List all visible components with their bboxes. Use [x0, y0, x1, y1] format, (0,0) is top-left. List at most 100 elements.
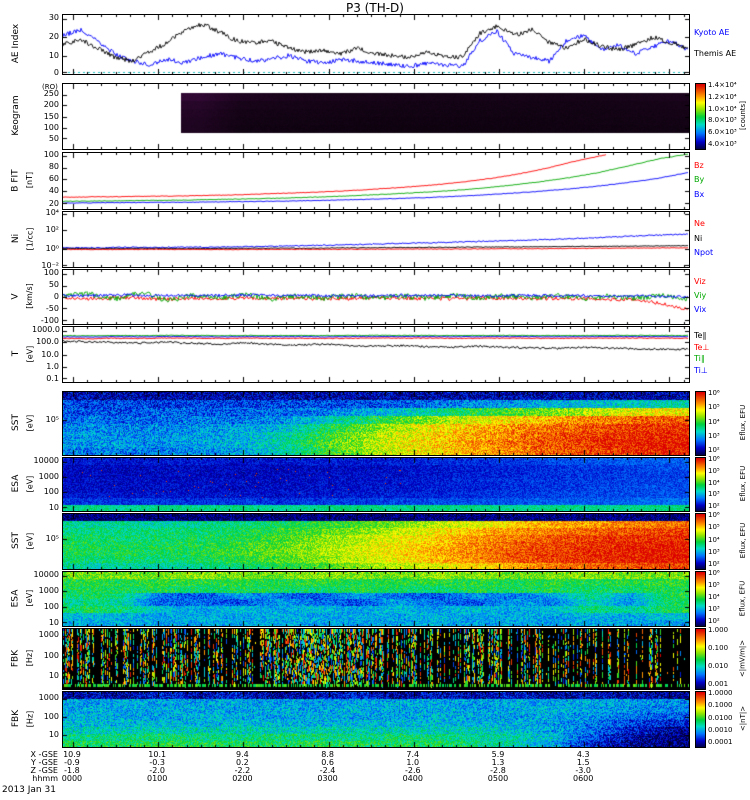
xaxis-tick-5: 0500: [487, 774, 509, 783]
colorbar-keogram: [695, 83, 706, 150]
cblabel-sst-elec-3: 10³: [708, 547, 720, 556]
cblabel-esa-ion-4: 10²: [708, 502, 720, 510]
ytick-bfit-1: 80: [48, 162, 59, 172]
ytick-t-0: 1000.0: [32, 324, 60, 334]
cblabel-sst-ion-4: 10²: [708, 446, 720, 454]
panel-ae-canvas: [63, 15, 689, 74]
legend-ae-0: Kyoto AE: [694, 28, 730, 38]
ytick-esa-ion-0: 10000: [33, 456, 59, 466]
panel-fbk-scm-canvas: [63, 692, 689, 747]
ytick-n-0: 10⁴: [45, 208, 59, 218]
xaxis-row-2-value-1: -2.0: [149, 766, 165, 775]
panel-keogram-canvas: [63, 84, 689, 149]
ytick-sst-elec-0: 10⁵: [45, 533, 59, 543]
ytick-bfit-3: 40: [48, 186, 59, 196]
panel-n: [62, 211, 690, 268]
panel-bfit: [62, 152, 690, 210]
cblabel-sst-ion-0: 10⁶: [708, 389, 720, 397]
legend-t-0: Te∥: [694, 331, 707, 341]
colorbar-esa-elec: [695, 571, 706, 627]
panel-bfit-canvas: [63, 153, 689, 209]
colorbar-fbk-eff: [695, 628, 706, 690]
panel-esa-ion: [62, 457, 690, 512]
ytick-ae-3: 0: [53, 67, 59, 77]
xaxis-row-1-value-0: -0.9: [64, 758, 80, 767]
cbtitle-esa-ion: Eflux, EFU: [738, 465, 747, 502]
ytick-sst-ion-0: 10⁵: [45, 415, 59, 425]
ytick-fbk-eff-0: 1000: [38, 630, 59, 640]
panel-sst-ion: [62, 391, 690, 456]
ytick-n-3: 10⁻²: [41, 260, 59, 270]
cblabel-esa-ion-0: 10⁶: [708, 455, 720, 463]
ytick-esa-ion-1: 1000: [38, 471, 59, 481]
ylabel-fbk-eff: FBK: [10, 649, 21, 667]
xaxis-row-1-value-5: 1.3: [491, 758, 505, 767]
cblabel-sst-elec-1: 10⁵: [708, 523, 720, 532]
panel-fbk-eff: [62, 628, 690, 690]
ytick-fbk-eff-1: 100: [43, 650, 59, 660]
xaxis-row-1-value-4: 1.0: [406, 758, 420, 767]
cblabel-esa-elec-1: 10⁵: [708, 581, 720, 589]
cbtitle-esa-elec: Eflux, EFU: [738, 580, 747, 616]
ytick-v-1: 50: [48, 280, 59, 290]
colorbar-esa-ion-canvas: [696, 458, 705, 511]
ylabel-esa-elec: ESA: [10, 589, 21, 607]
xaxis-row-0-value-5: 5.9: [491, 750, 505, 759]
legend-n-1: Ni: [694, 233, 703, 243]
cblabel-esa-elec-3: 10³: [708, 605, 720, 613]
colorbar-sst-elec: [695, 513, 706, 570]
legend-v-2: Vix: [694, 305, 707, 314]
panel-esa-elec-canvas: [63, 572, 689, 626]
cblabel-keogram-4: 6.0×10³: [708, 128, 737, 137]
ytick-v-3: -50: [45, 303, 59, 313]
legend-t-1: Te⊥: [694, 342, 710, 352]
ytick-n-1: 10²: [45, 224, 59, 234]
xaxis-tick-4: 0400: [402, 774, 423, 783]
xaxis-row-0-value-1: 10.1: [148, 750, 167, 759]
cblabel-sst-elec-0: 10⁶: [708, 511, 720, 519]
ytick-v-0: 100: [43, 268, 59, 278]
cblabel-keogram-0: 1.4×10⁴: [708, 81, 737, 89]
ylabel-n: Ni: [10, 233, 21, 244]
legend-n-0: Ne: [694, 219, 705, 229]
xaxis-row-1-value-6: 1.5: [576, 758, 590, 767]
ytick-esa-ion-2: 100: [43, 487, 59, 497]
cblabel-fbk-eff-3: 0.001: [708, 680, 729, 688]
cblabel-fbk-scm-2: 0.0100: [708, 713, 733, 722]
cblabel-keogram-3: 8.0×10³: [708, 116, 737, 125]
ylabel-keogram: Keogram: [10, 95, 21, 136]
panel-keogram: [62, 83, 690, 150]
panel-t-canvas: [63, 327, 689, 382]
colorbar-keogram-canvas: [696, 84, 705, 149]
legend-t-2: Ti∥: [694, 354, 705, 364]
legend-bfit-2: Bx: [694, 189, 705, 199]
colorbar-sst-elec-canvas: [696, 514, 705, 569]
xaxis-date: 2013 Jan 31: [2, 785, 56, 795]
panel-sst-elec: [62, 513, 690, 570]
cblabel-fbk-scm-4: 0.0001: [708, 738, 733, 746]
xaxis-row-0-value-4: 7.4: [406, 750, 420, 759]
xaxis-tick-2: 0200: [232, 774, 253, 783]
cblabel-keogram-2: 1.0×10⁴: [708, 104, 737, 113]
xaxis-row-2-value-0: -1.8: [64, 766, 80, 775]
cblabel-keogram-1: 1.2×10⁴: [708, 92, 737, 101]
ytick-ae-0: 30: [48, 12, 59, 22]
panel-t: [62, 326, 690, 383]
ytick-n-2: 10⁰: [45, 244, 59, 254]
xaxis-row-1-value-1: -0.3: [149, 758, 165, 767]
ytick-fbk-scm-0: 1000: [38, 692, 59, 702]
keogram-station-label: (RO): [42, 83, 58, 91]
colorbar-sst-ion-canvas: [696, 392, 705, 455]
panel-n-canvas: [63, 212, 689, 267]
ylabel-v: V: [10, 292, 21, 300]
cblabel-sst-ion-1: 10⁵: [708, 403, 720, 412]
yunit-n: [1/cc]: [25, 227, 34, 250]
xaxis-row-0-value-0: 10.9: [63, 750, 81, 759]
cblabel-sst-elec-4: 10²: [708, 560, 720, 568]
cblabel-sst-elec-2: 10⁴: [708, 535, 720, 544]
ytick-esa-elec-2: 100: [43, 601, 59, 611]
panel-v: [62, 269, 690, 325]
xaxis-row-label-0: X -GSE: [30, 750, 58, 759]
colorbar-esa-elec-canvas: [696, 572, 705, 626]
xaxis-tick-0: 0000: [61, 774, 83, 783]
